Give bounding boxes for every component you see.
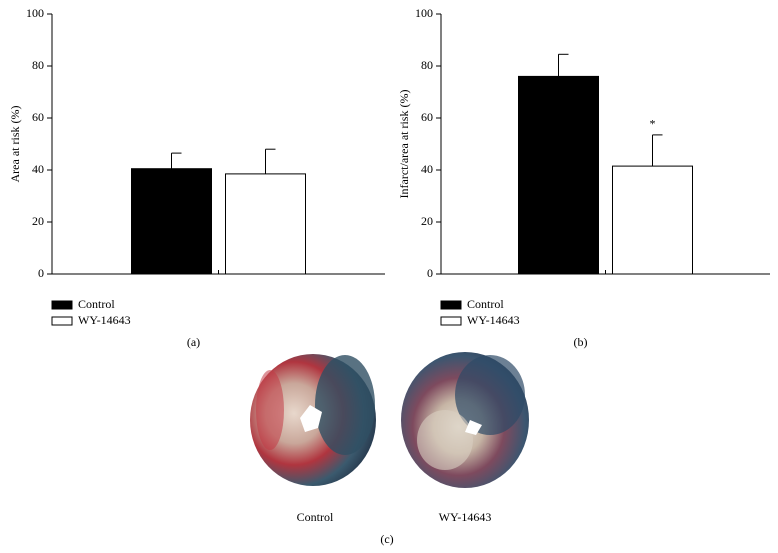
- y-tick-label: 20: [32, 214, 44, 228]
- bar: [518, 75, 599, 275]
- y-tick-label: 40: [32, 162, 44, 176]
- photo-label: WY-14643: [439, 510, 492, 524]
- legend-label: Control: [467, 297, 504, 311]
- heart-photo-control: [250, 354, 376, 486]
- y-tick-label: 60: [421, 110, 433, 124]
- legend-label: Control: [78, 297, 115, 311]
- panel-caption: (c): [380, 532, 393, 546]
- bar: [612, 165, 693, 275]
- legend-label: WY-14643: [78, 313, 131, 327]
- bar: [225, 173, 306, 275]
- bar: [131, 168, 212, 275]
- legend-swatch: [51, 300, 73, 310]
- y-tick-label: 0: [38, 266, 44, 280]
- y-tick-label: 20: [421, 214, 433, 228]
- photo-label: Control: [297, 510, 334, 524]
- y-tick-label: 60: [32, 110, 44, 124]
- y-axis-label: Infarct/area at risk (%): [397, 90, 411, 199]
- y-axis-label: Area at risk (%): [8, 106, 22, 183]
- y-tick-label: 100: [415, 6, 433, 20]
- y-tick-label: 0: [427, 266, 433, 280]
- legend-label: WY-14643: [467, 313, 520, 327]
- legend-swatch: [51, 316, 73, 326]
- legend-swatch: [440, 316, 462, 326]
- significance-marker: *: [650, 117, 656, 131]
- panel-caption: (a): [187, 335, 200, 349]
- panel-caption: (b): [574, 335, 588, 349]
- legend-swatch: [440, 300, 462, 310]
- y-tick-label: 100: [26, 6, 44, 20]
- y-tick-label: 80: [421, 58, 433, 72]
- y-tick-label: 40: [421, 162, 433, 176]
- heart-photo-wy14643: [401, 352, 529, 488]
- y-tick-label: 80: [32, 58, 44, 72]
